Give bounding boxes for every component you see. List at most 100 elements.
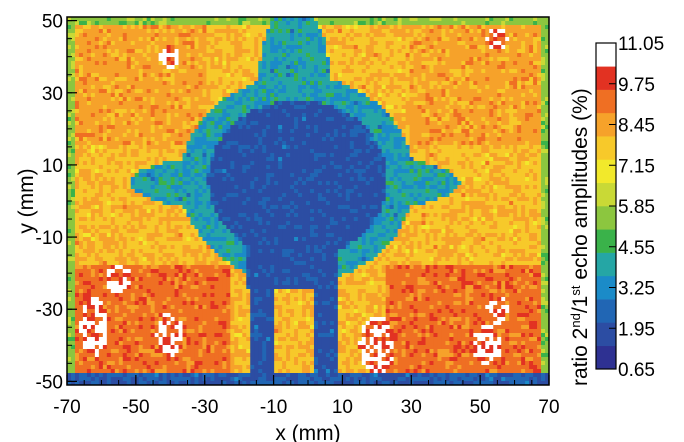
heatmap-cell — [401, 145, 406, 150]
heatmap-cell — [214, 49, 219, 54]
heatmap-cell — [274, 45, 279, 50]
heatmap-cell — [98, 37, 104, 42]
heatmap-cell — [441, 93, 446, 98]
heatmap-cell — [417, 157, 422, 162]
heatmap-cell — [286, 77, 291, 82]
heatmap-cell — [166, 153, 171, 158]
heatmap-cell — [246, 169, 251, 174]
heatmap-cell — [525, 61, 530, 66]
heatmap-cell — [154, 101, 160, 106]
heatmap-cell — [282, 165, 287, 170]
heatmap-cell — [397, 157, 403, 162]
heatmap-cell — [106, 77, 112, 82]
heatmap-cell — [453, 113, 458, 118]
heatmap-cell — [306, 97, 311, 102]
heatmap-cell — [437, 117, 442, 122]
heatmap-cell — [186, 121, 191, 126]
heatmap-cell — [321, 81, 327, 86]
heatmap-cell — [525, 169, 530, 174]
heatmap-cell — [317, 101, 323, 106]
heatmap-cell — [110, 29, 116, 34]
heatmap-cell — [505, 125, 510, 130]
heatmap-cell — [413, 177, 418, 182]
heatmap-cell — [485, 73, 490, 78]
heatmap-cell — [533, 73, 538, 78]
heatmap-cell — [377, 149, 383, 154]
heatmap-cell — [246, 161, 251, 166]
heatmap-cell — [461, 29, 466, 34]
heatmap-cell — [489, 77, 494, 82]
heatmap-cell — [294, 73, 299, 78]
heatmap-cell — [433, 85, 438, 90]
heatmap-cell — [525, 77, 530, 82]
heatmap-cell — [349, 65, 355, 70]
heatmap-cell — [278, 105, 283, 110]
heatmap-cell — [365, 33, 371, 38]
heatmap-cell — [465, 173, 470, 178]
heatmap-cell — [118, 177, 124, 182]
heatmap-cell — [118, 25, 124, 30]
heatmap-cell — [254, 141, 259, 146]
heatmap-cell — [254, 37, 259, 42]
heatmap-cell — [429, 41, 434, 46]
heatmap-cell — [198, 85, 203, 90]
heatmap-cell — [485, 33, 490, 38]
heatmap-cell — [529, 133, 534, 138]
heatmap-cell — [333, 177, 339, 182]
heatmap-cell — [421, 125, 426, 130]
heatmap-cell — [114, 161, 120, 166]
heatmap-cell — [190, 41, 195, 46]
heatmap-cell — [313, 69, 319, 74]
heatmap-cell — [445, 65, 450, 70]
heatmap-cell — [437, 149, 442, 154]
heatmap-cell — [513, 105, 518, 110]
heatmap-cell — [182, 157, 187, 162]
heatmap-cell — [345, 29, 351, 34]
heatmap-cell — [349, 145, 355, 150]
heatmap-cell — [174, 17, 179, 22]
heatmap-cell — [226, 77, 231, 82]
heatmap-cell — [214, 177, 219, 182]
heatmap-cell — [529, 113, 534, 118]
heatmap-cell — [341, 53, 347, 58]
heatmap-cell — [158, 129, 163, 134]
heatmap-cell — [385, 141, 391, 146]
heatmap-cell — [162, 33, 167, 38]
heatmap-cell — [393, 153, 399, 158]
heatmap-cell — [154, 173, 160, 178]
heatmap-cell — [325, 169, 331, 174]
heatmap-cell — [266, 25, 271, 30]
heatmap-cell — [86, 29, 92, 34]
heatmap-cell — [274, 61, 279, 66]
heatmap-cell — [154, 73, 160, 78]
heatmap-cell — [493, 169, 498, 174]
heatmap-cell — [453, 165, 458, 170]
heatmap-cell — [337, 149, 343, 154]
heatmap-cell — [142, 61, 148, 66]
heatmap-cell — [258, 101, 263, 106]
heatmap-cell — [477, 25, 482, 30]
heatmap-cell — [501, 69, 506, 74]
heatmap-cell — [477, 61, 482, 66]
heatmap-cell — [381, 81, 387, 86]
heatmap-cell — [393, 173, 399, 178]
heatmap-cell — [274, 113, 279, 118]
heatmap-cell — [138, 169, 144, 174]
heatmap-cell — [313, 109, 319, 114]
heatmap-cell — [393, 117, 399, 122]
heatmap-cell — [333, 137, 339, 142]
heatmap-cell — [445, 117, 450, 122]
heatmap-cell — [206, 93, 211, 98]
heatmap-cell — [258, 177, 263, 182]
heatmap-cell — [365, 105, 371, 110]
heatmap-cell — [306, 173, 311, 178]
heatmap-cell — [369, 157, 375, 162]
heatmap-cell — [202, 33, 207, 38]
heatmap-cell — [349, 93, 355, 98]
heatmap-cell — [469, 165, 474, 170]
heatmap-cell — [278, 53, 283, 58]
heatmap-cell — [218, 57, 223, 62]
heatmap-cell — [138, 145, 144, 150]
heatmap-cell — [365, 101, 371, 106]
heatmap-cell — [469, 37, 474, 42]
